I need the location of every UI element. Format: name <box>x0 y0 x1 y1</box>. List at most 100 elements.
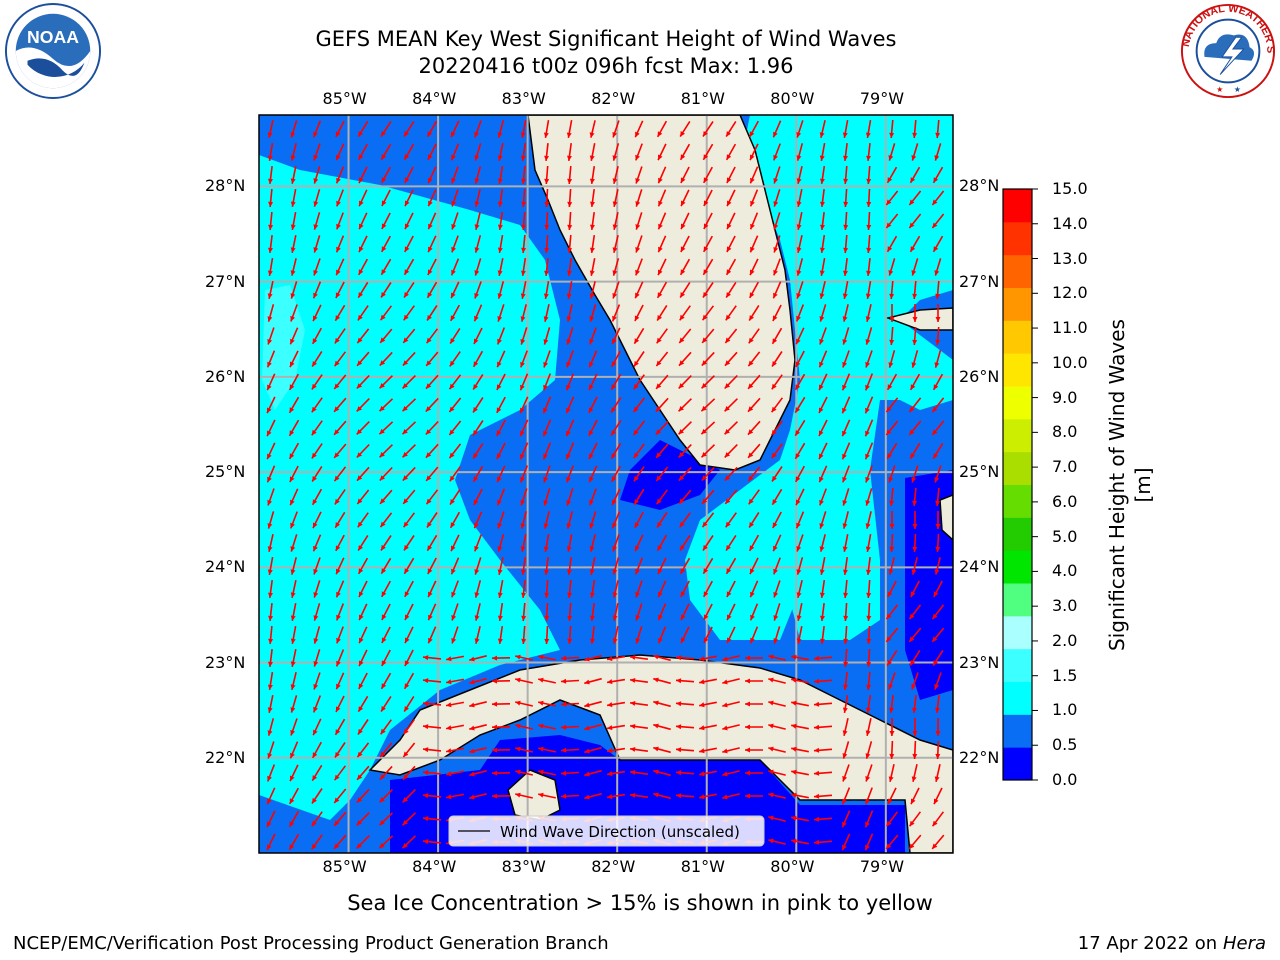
wind-wave-arrowhead <box>703 177 709 183</box>
wind-wave-arrowhead <box>515 723 521 729</box>
wind-wave-arrowhead <box>428 637 433 644</box>
wind-wave-arrowhead <box>791 654 797 660</box>
wind-wave-arrowhead <box>703 544 708 551</box>
colorbar-segment <box>1003 484 1032 518</box>
wind-wave-arrowhead <box>497 569 503 575</box>
wind-wave-arrowhead <box>520 361 525 368</box>
wind-wave-arrowhead <box>402 820 408 826</box>
wind-wave-arrowhead <box>289 821 295 827</box>
wind-wave-arrowhead <box>726 131 731 137</box>
wind-wave-arrowhead <box>933 177 939 183</box>
wind-wave-arrowhead <box>630 678 636 683</box>
wind-wave-arrowhead <box>771 452 777 459</box>
wind-wave-arrowhead <box>451 131 456 138</box>
wind-wave-arrowhead <box>635 545 640 552</box>
wind-wave-arrowhead <box>334 797 340 803</box>
wind-wave-arrowhead <box>888 683 893 690</box>
colorbar-segment <box>1003 254 1032 288</box>
wind-wave-arrowhead <box>543 546 549 552</box>
wind-wave-arrowhead <box>589 361 594 368</box>
wind-wave-arrowhead <box>796 132 802 138</box>
lat-tick-label: 28°N <box>205 176 246 196</box>
wind-wave-arrowhead <box>427 154 433 160</box>
wind-wave-arrowhead <box>612 499 617 506</box>
wind-wave-arrowhead <box>335 752 340 758</box>
wind-wave-arrowhead <box>567 224 573 230</box>
wind-wave-arrowhead <box>819 293 825 299</box>
wind-wave-arrowhead <box>796 638 802 644</box>
wind-wave-arrowhead <box>566 546 572 552</box>
wind-wave-arrowhead <box>934 798 939 805</box>
wind-wave-arrowhead <box>405 200 410 207</box>
colorbar-tick-label: 12.0 <box>1052 283 1088 303</box>
wind-wave-arrowhead <box>678 383 684 389</box>
wind-wave-arrowhead <box>680 154 686 160</box>
colorbar-tick-label: 8.0 <box>1052 422 1078 442</box>
wind-wave-arrowhead <box>589 247 595 253</box>
wind-wave-arrowhead <box>656 383 662 389</box>
wind-wave-arrowhead <box>267 293 273 299</box>
wind-wave-arrowhead <box>515 700 521 706</box>
wind-wave-arrowhead <box>865 707 871 713</box>
wind-wave-arrowhead <box>773 615 779 621</box>
wind-wave-arrowhead <box>726 269 732 275</box>
wind-wave-arrowhead <box>768 654 774 660</box>
wind-wave-arrowhead <box>699 794 705 800</box>
lat-tick-label: 23°N <box>205 652 246 672</box>
wind-wave-arrowhead <box>866 247 872 253</box>
wind-wave-arrowhead <box>335 292 341 298</box>
wind-wave-arrowhead <box>630 701 636 706</box>
wind-wave-arrowhead <box>727 637 732 644</box>
wind-wave-arrowhead <box>612 315 617 322</box>
wind-wave-arrowhead <box>932 406 938 413</box>
wind-wave-arrowhead <box>538 700 544 706</box>
wind-wave-arrowhead <box>566 430 571 437</box>
wind-wave-arrowhead <box>866 615 872 621</box>
wind-wave-arrowhead <box>773 592 779 598</box>
wind-wave-arrowhead <box>634 338 640 344</box>
arrow-legend: Wind Wave Direction (unscaled) <box>448 815 765 847</box>
wind-wave-arrowhead <box>520 407 525 414</box>
wind-wave-arrowhead <box>404 131 409 137</box>
wind-wave-arrowhead <box>887 384 893 390</box>
wind-wave-arrowhead <box>635 269 640 276</box>
wind-wave-arrowhead <box>474 338 479 344</box>
wind-wave-arrowhead <box>653 792 659 798</box>
wind-wave-arrowhead <box>379 360 386 366</box>
wind-wave-arrowhead <box>796 155 802 161</box>
wind-wave-arrowhead <box>658 591 663 598</box>
wind-wave-arrowhead <box>268 178 273 184</box>
wind-wave-arrowhead <box>814 747 820 753</box>
wind-wave-arrowhead <box>543 362 548 368</box>
wind-wave-arrowhead <box>405 637 410 644</box>
wind-wave-arrowhead <box>379 383 385 389</box>
wind-wave-arrowhead <box>773 131 778 138</box>
wind-wave-arrowhead <box>543 339 549 345</box>
wind-wave-arrowhead <box>910 246 916 252</box>
colorbar-segment <box>1003 386 1032 420</box>
wind-wave-arrowhead <box>449 452 455 459</box>
wind-wave-arrowhead <box>653 769 659 775</box>
wind-wave-arrowhead <box>865 753 871 759</box>
wind-wave-arrowhead <box>426 360 432 366</box>
wind-wave-arrowhead <box>612 615 618 621</box>
wind-wave-arrowhead <box>843 224 849 230</box>
wind-wave-arrowhead <box>589 270 595 276</box>
wind-wave-arrowhead <box>842 523 848 529</box>
wind-wave-arrowhead <box>795 384 801 390</box>
wind-wave-arrowhead <box>935 753 941 759</box>
wind-wave-arrowhead <box>584 794 590 800</box>
wind-wave-arrowhead <box>889 293 895 299</box>
wind-wave-arrowhead <box>795 476 801 482</box>
wind-wave-arrowhead <box>423 724 429 730</box>
wind-wave-arrowhead <box>866 592 872 598</box>
wind-wave-arrowhead <box>796 178 802 184</box>
wind-wave-arrowhead <box>910 453 915 459</box>
wind-wave-arrowhead <box>935 500 941 506</box>
wind-wave-arrowhead <box>267 270 273 276</box>
wind-wave-arrowhead <box>888 569 894 575</box>
wind-wave-arrowhead <box>635 154 640 161</box>
wind-wave-arrowhead <box>358 683 364 689</box>
wind-wave-arrowhead <box>544 615 550 621</box>
wind-wave-arrowhead <box>497 293 503 299</box>
